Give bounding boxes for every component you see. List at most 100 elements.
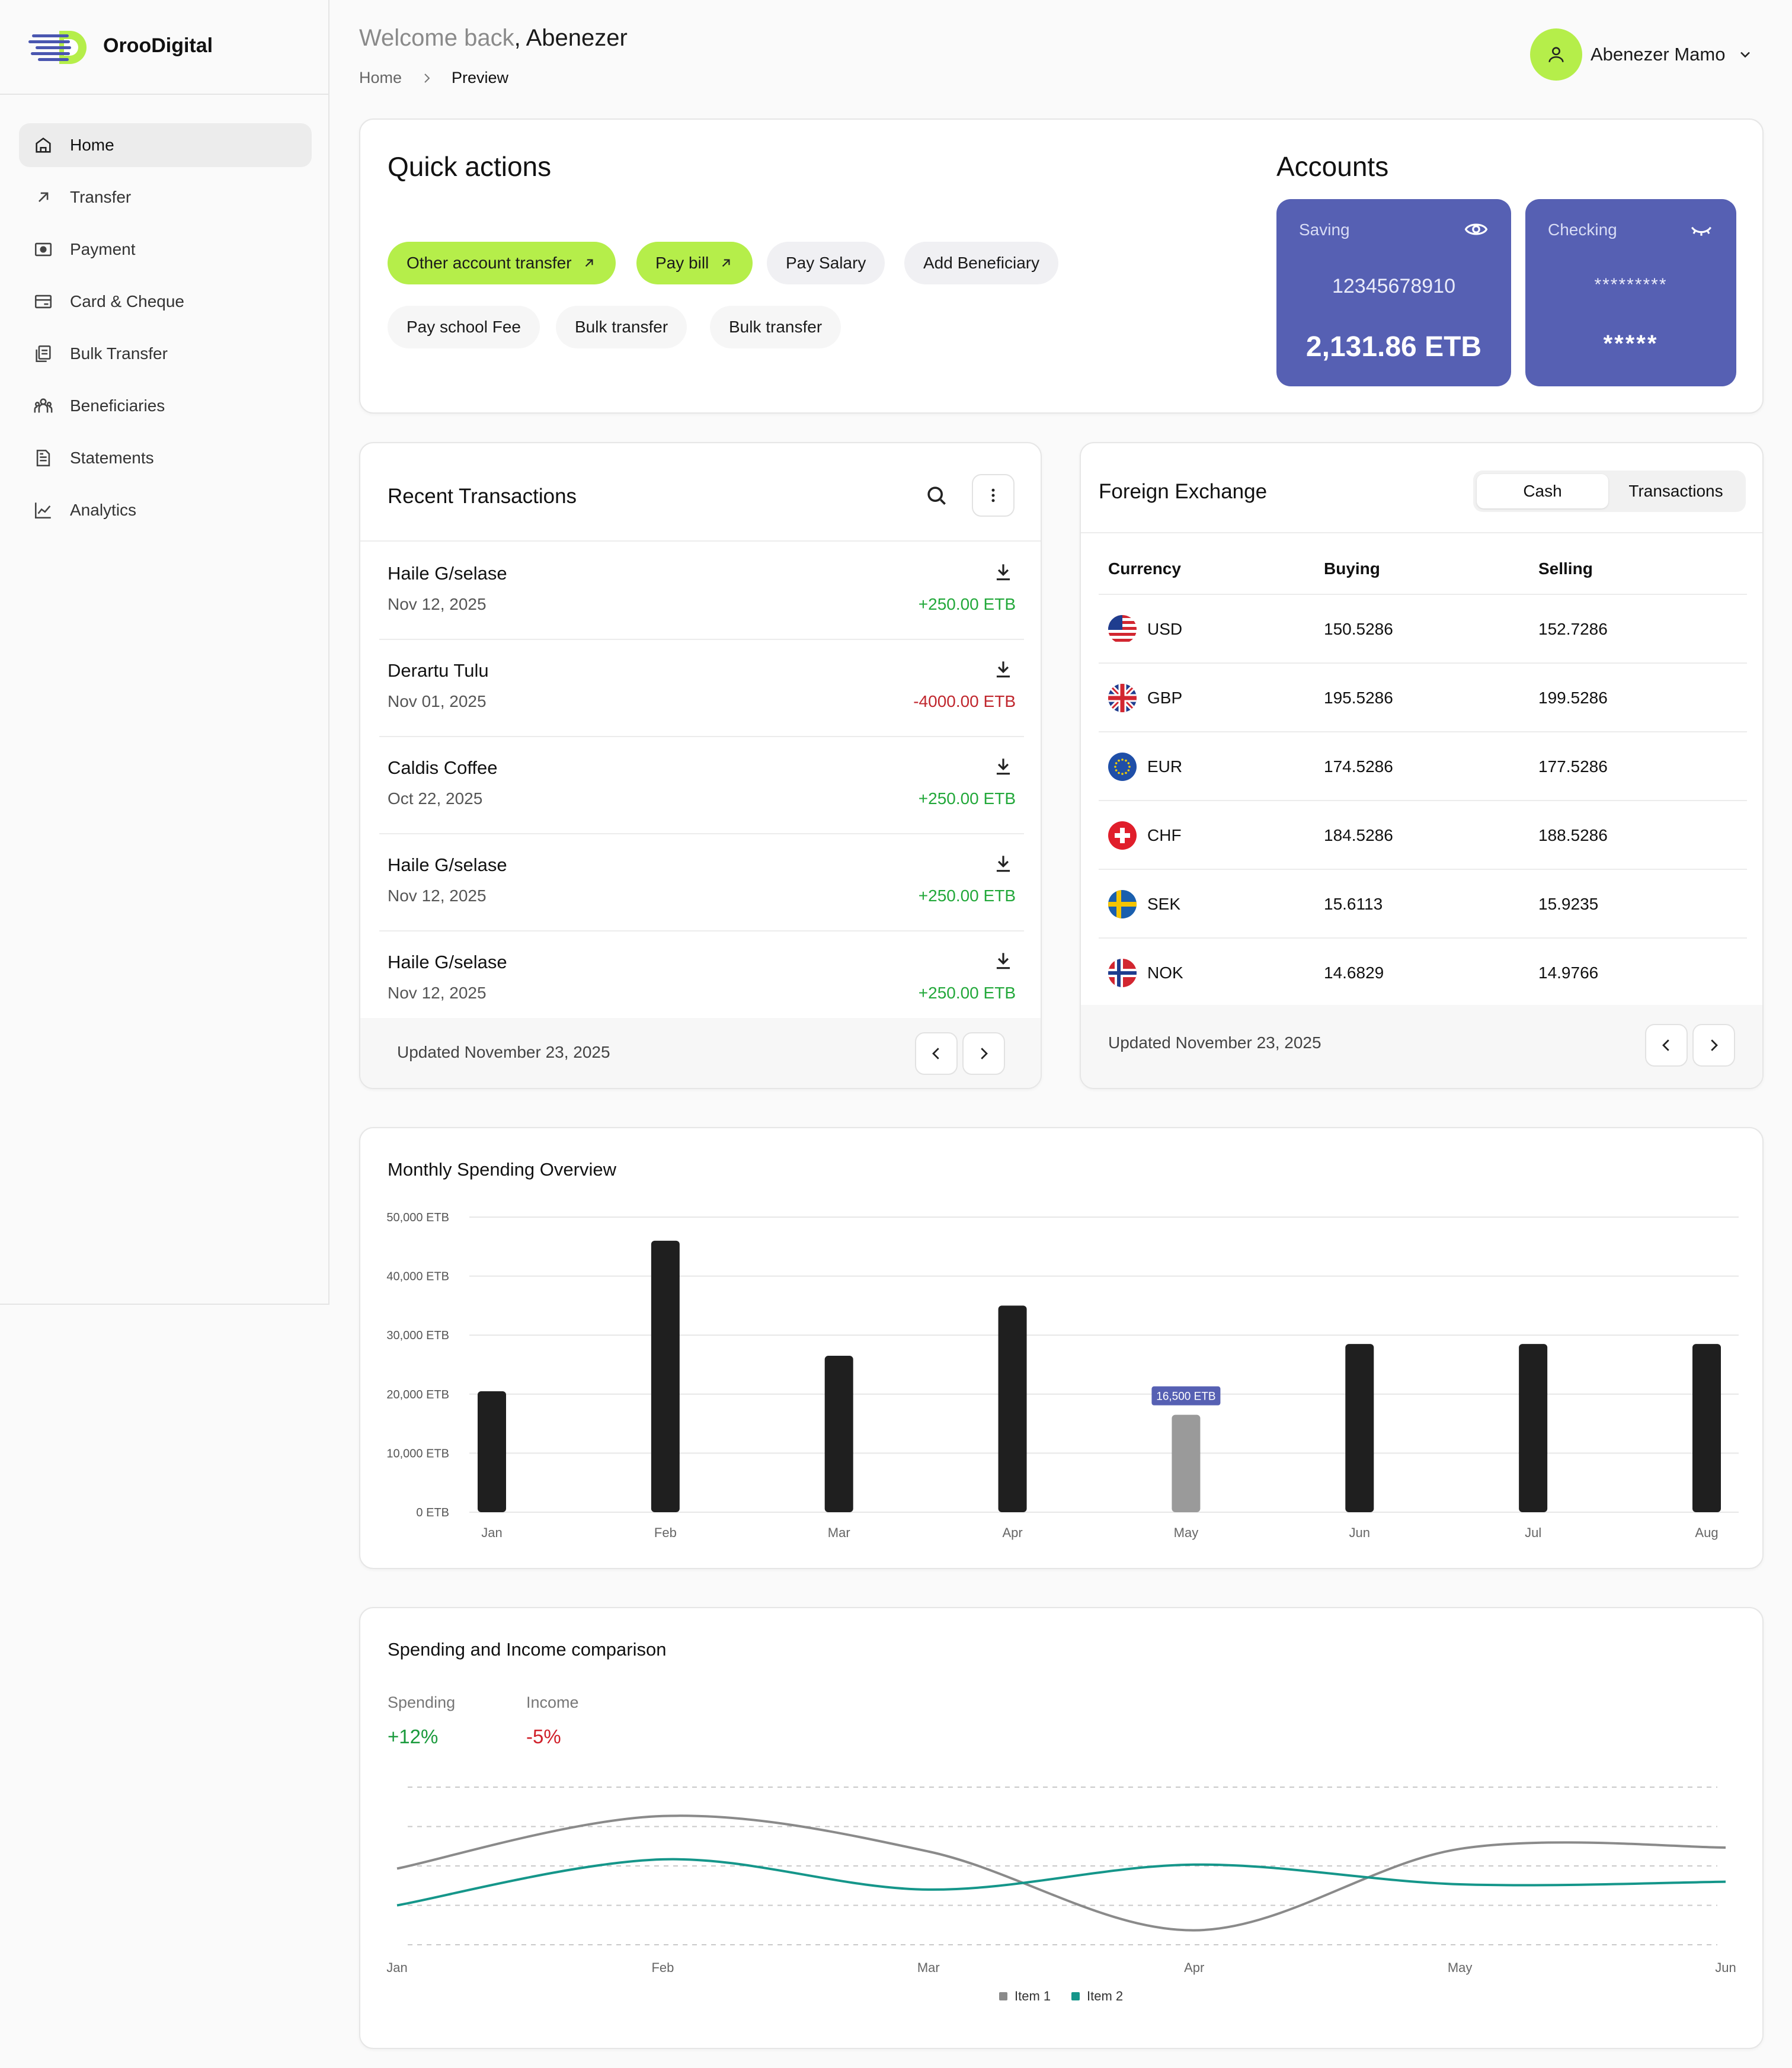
bulk-transfer-button[interactable]: Bulk transfer <box>556 306 687 348</box>
sidebar-item-statements[interactable]: Statements <box>19 436 312 480</box>
bar-jun[interactable] <box>1345 1344 1374 1512</box>
fx-row: NOK 14.6829 14.9766 <box>1099 939 1747 1007</box>
bar-jul[interactable] <box>1519 1344 1548 1512</box>
chevron-down-icon <box>1740 52 1751 58</box>
fx-prev-page-button[interactable] <box>1645 1024 1688 1067</box>
spending-stat-value: +12% <box>388 1726 439 1747</box>
foreign-exchange-card: Foreign Exchange Cash Transactions Curre… <box>1080 442 1764 1089</box>
eye-icon[interactable] <box>1464 217 1489 242</box>
fx-row: EUR 174.5286 177.5286 <box>1099 732 1747 801</box>
x-tick-label: Jun <box>1349 1525 1370 1540</box>
gbp-flag-icon <box>1108 684 1137 712</box>
transaction-row[interactable]: Derartu Tulu Nov 01, 2025 -4000.00 ETB <box>379 640 1024 737</box>
transaction-row[interactable]: Haile G/selase Nov 12, 2025 +250.00 ETB <box>379 834 1024 931</box>
x-tick-label: Aug <box>1695 1525 1718 1540</box>
download-icon[interactable] <box>992 755 1015 777</box>
pay-bill-button[interactable]: Pay bill <box>636 242 753 284</box>
sidebar-item-payment[interactable]: Payment <box>19 228 312 271</box>
legend-label: Item 1 <box>1015 1989 1051 2003</box>
add-beneficiary-button[interactable]: Add Beneficiary <box>904 242 1059 284</box>
sidebar-item-analytics[interactable]: Analytics <box>19 488 312 532</box>
saving-account-card[interactable]: Saving 12345678910 2,131.86 ETB <box>1276 199 1511 386</box>
transaction-row[interactable]: Haile G/selase Nov 12, 2025 +250.00 ETB <box>379 543 1024 640</box>
transactions-footer: Updated November 23, 2025 <box>360 1018 1041 1088</box>
spending-stat-label: Spending <box>388 1694 456 1711</box>
bar-apr[interactable] <box>998 1305 1027 1512</box>
sidebar: OrooDigital Home Transfer Payment Card &… <box>0 0 329 1305</box>
bar-may[interactable] <box>1172 1414 1201 1512</box>
quick-actions-title: Quick actions <box>388 151 552 182</box>
user-menu[interactable]: Abenezer Mamo <box>1530 28 1753 81</box>
button-label: Other account transfer <box>407 254 572 272</box>
usd-flag-icon <box>1108 615 1137 644</box>
bulk-transfer-icon <box>36 345 51 363</box>
income-stat-value: -5% <box>526 1726 561 1747</box>
bar-jan[interactable] <box>478 1391 506 1512</box>
monthly-spending-card: Monthly Spending Overview 0 ETB 10,000 ET… <box>359 1127 1764 1569</box>
more-options-button[interactable] <box>972 474 1015 517</box>
bar-feb[interactable] <box>651 1240 680 1512</box>
oroodigital-logo-icon <box>28 31 87 64</box>
pay-school-fee-button[interactable]: Pay school Fee <box>388 306 540 348</box>
fx-buying-rate: 15.6113 <box>1324 895 1383 913</box>
sidebar-item-transfer[interactable]: Transfer <box>19 175 312 219</box>
sidebar-item-label: Card & Cheque <box>70 292 185 310</box>
sidebar-item-label: Statements <box>70 449 154 467</box>
home-icon <box>36 137 51 153</box>
column-header-currency: Currency <box>1108 559 1181 578</box>
fx-next-page-button[interactable] <box>1692 1024 1735 1067</box>
transaction-amount: +250.00 ETB <box>918 886 1016 905</box>
arrow-up-right-icon <box>39 192 49 202</box>
y-tick-label: 20,000 ETB <box>386 1388 449 1401</box>
legend-swatch <box>999 1992 1007 2000</box>
sidebar-item-home[interactable]: Home <box>19 123 312 167</box>
fx-currency-code: GBP <box>1147 689 1183 707</box>
fx-row: GBP 195.5286 199.5286 <box>1099 664 1747 732</box>
transaction-date: Nov 12, 2025 <box>388 886 487 905</box>
sidebar-item-beneficiaries[interactable]: Beneficiaries <box>19 384 312 428</box>
download-icon[interactable] <box>992 561 1015 583</box>
fx-selling-rate: 188.5286 <box>1538 826 1608 844</box>
tab-transactions[interactable]: Transactions <box>1628 482 1723 500</box>
foreign-exchange-title: Foreign Exchange <box>1099 480 1268 503</box>
next-page-button[interactable] <box>962 1032 1005 1075</box>
welcome-prefix: Welcome back <box>359 25 514 51</box>
sidebar-item-label: Analytics <box>70 501 137 519</box>
search-icon[interactable] <box>923 482 949 508</box>
transaction-row[interactable]: Haile G/selase Nov 12, 2025 +250.00 ETB <box>379 931 1024 1029</box>
column-header-buying: Buying <box>1324 559 1380 578</box>
recent-transactions-card: Recent Transactions Haile G/selase Nov 12… <box>359 442 1042 1089</box>
sek-flag-icon <box>1108 890 1137 918</box>
bar-aug[interactable] <box>1692 1344 1721 1512</box>
sidebar-item-card-cheque[interactable]: Card & Cheque <box>19 280 312 324</box>
transaction-row[interactable]: Caldis Coffee Oct 22, 2025 +250.00 ETB <box>379 737 1024 834</box>
transaction-name: Haile G/selase <box>388 854 507 875</box>
transaction-amount: +250.00 ETB <box>918 789 1016 808</box>
download-icon[interactable] <box>992 949 1015 972</box>
eye-closed-icon[interactable] <box>1689 218 1714 243</box>
column-header-selling: Selling <box>1538 559 1593 578</box>
bulk-transfer-button-2[interactable]: Bulk transfer <box>710 306 841 348</box>
x-tick-label: Feb <box>654 1525 677 1540</box>
tab-cash[interactable]: Cash <box>1477 474 1608 508</box>
fx-selling-rate: 14.9766 <box>1538 963 1599 982</box>
checking-account-card[interactable]: Checking ********* ***** <box>1525 199 1736 386</box>
breadcrumb-home[interactable]: Home <box>359 69 402 87</box>
download-icon[interactable] <box>992 852 1015 875</box>
sidebar-item-label: Transfer <box>70 188 132 206</box>
monthly-spending-bar-chart: 0 ETB 10,000 ETB 20,000 ETB 30,000 ETB 40,00… <box>386 1211 1739 1540</box>
other-account-transfer-button[interactable]: Other account transfer <box>388 242 616 284</box>
x-tick-label: Jan <box>386 1960 407 1975</box>
fx-buying-rate: 195.5286 <box>1324 689 1393 707</box>
bar-mar[interactable] <box>824 1356 853 1512</box>
prev-page-button[interactable] <box>915 1032 958 1075</box>
eur-flag-icon <box>1108 753 1137 781</box>
transaction-amount: +250.00 ETB <box>918 595 1016 613</box>
sidebar-item-bulk-transfer[interactable]: Bulk Transfer <box>19 332 312 376</box>
brand-name: OrooDigital <box>103 34 213 57</box>
transaction-date: Nov 12, 2025 <box>388 595 487 613</box>
button-label: Pay school Fee <box>407 318 521 336</box>
pay-salary-button[interactable]: Pay Salary <box>767 242 885 284</box>
download-icon[interactable] <box>992 658 1015 680</box>
x-tick-label: Jun <box>1715 1960 1736 1975</box>
